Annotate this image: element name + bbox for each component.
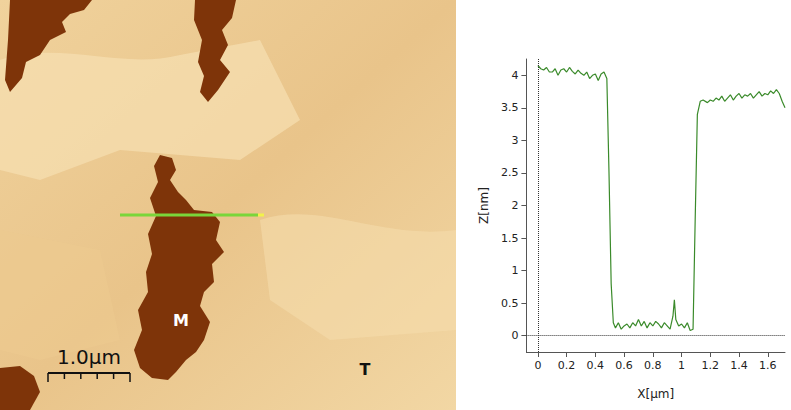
- svg-text:0.5: 0.5: [501, 297, 518, 310]
- svg-text:1.6: 1.6: [759, 359, 777, 372]
- svg-text:0.6: 0.6: [615, 359, 633, 372]
- svg-text:0.8: 0.8: [644, 359, 662, 372]
- svg-text:1.5: 1.5: [501, 232, 518, 245]
- svg-text:3.5: 3.5: [501, 101, 518, 114]
- svg-text:0: 0: [534, 359, 541, 372]
- svg-text:4: 4: [511, 69, 518, 82]
- svg-text:3: 3: [511, 134, 518, 147]
- svg-text:Z[nm]: Z[nm]: [477, 187, 491, 224]
- svg-text:1: 1: [511, 264, 518, 277]
- svg-text:1.2: 1.2: [702, 359, 720, 372]
- svg-text:X[µm]: X[µm]: [637, 387, 674, 401]
- svg-text:M: M: [173, 311, 189, 330]
- svg-text:2.5: 2.5: [501, 166, 518, 179]
- svg-text:2: 2: [511, 199, 518, 212]
- svg-text:1: 1: [678, 359, 685, 372]
- svg-text:0: 0: [511, 329, 518, 342]
- svg-text:0.4: 0.4: [587, 359, 605, 372]
- svg-text:T: T: [360, 360, 371, 379]
- svg-text:1.0µm: 1.0µm: [57, 345, 121, 369]
- svg-text:0.2: 0.2: [558, 359, 576, 372]
- svg-text:1.4: 1.4: [730, 359, 748, 372]
